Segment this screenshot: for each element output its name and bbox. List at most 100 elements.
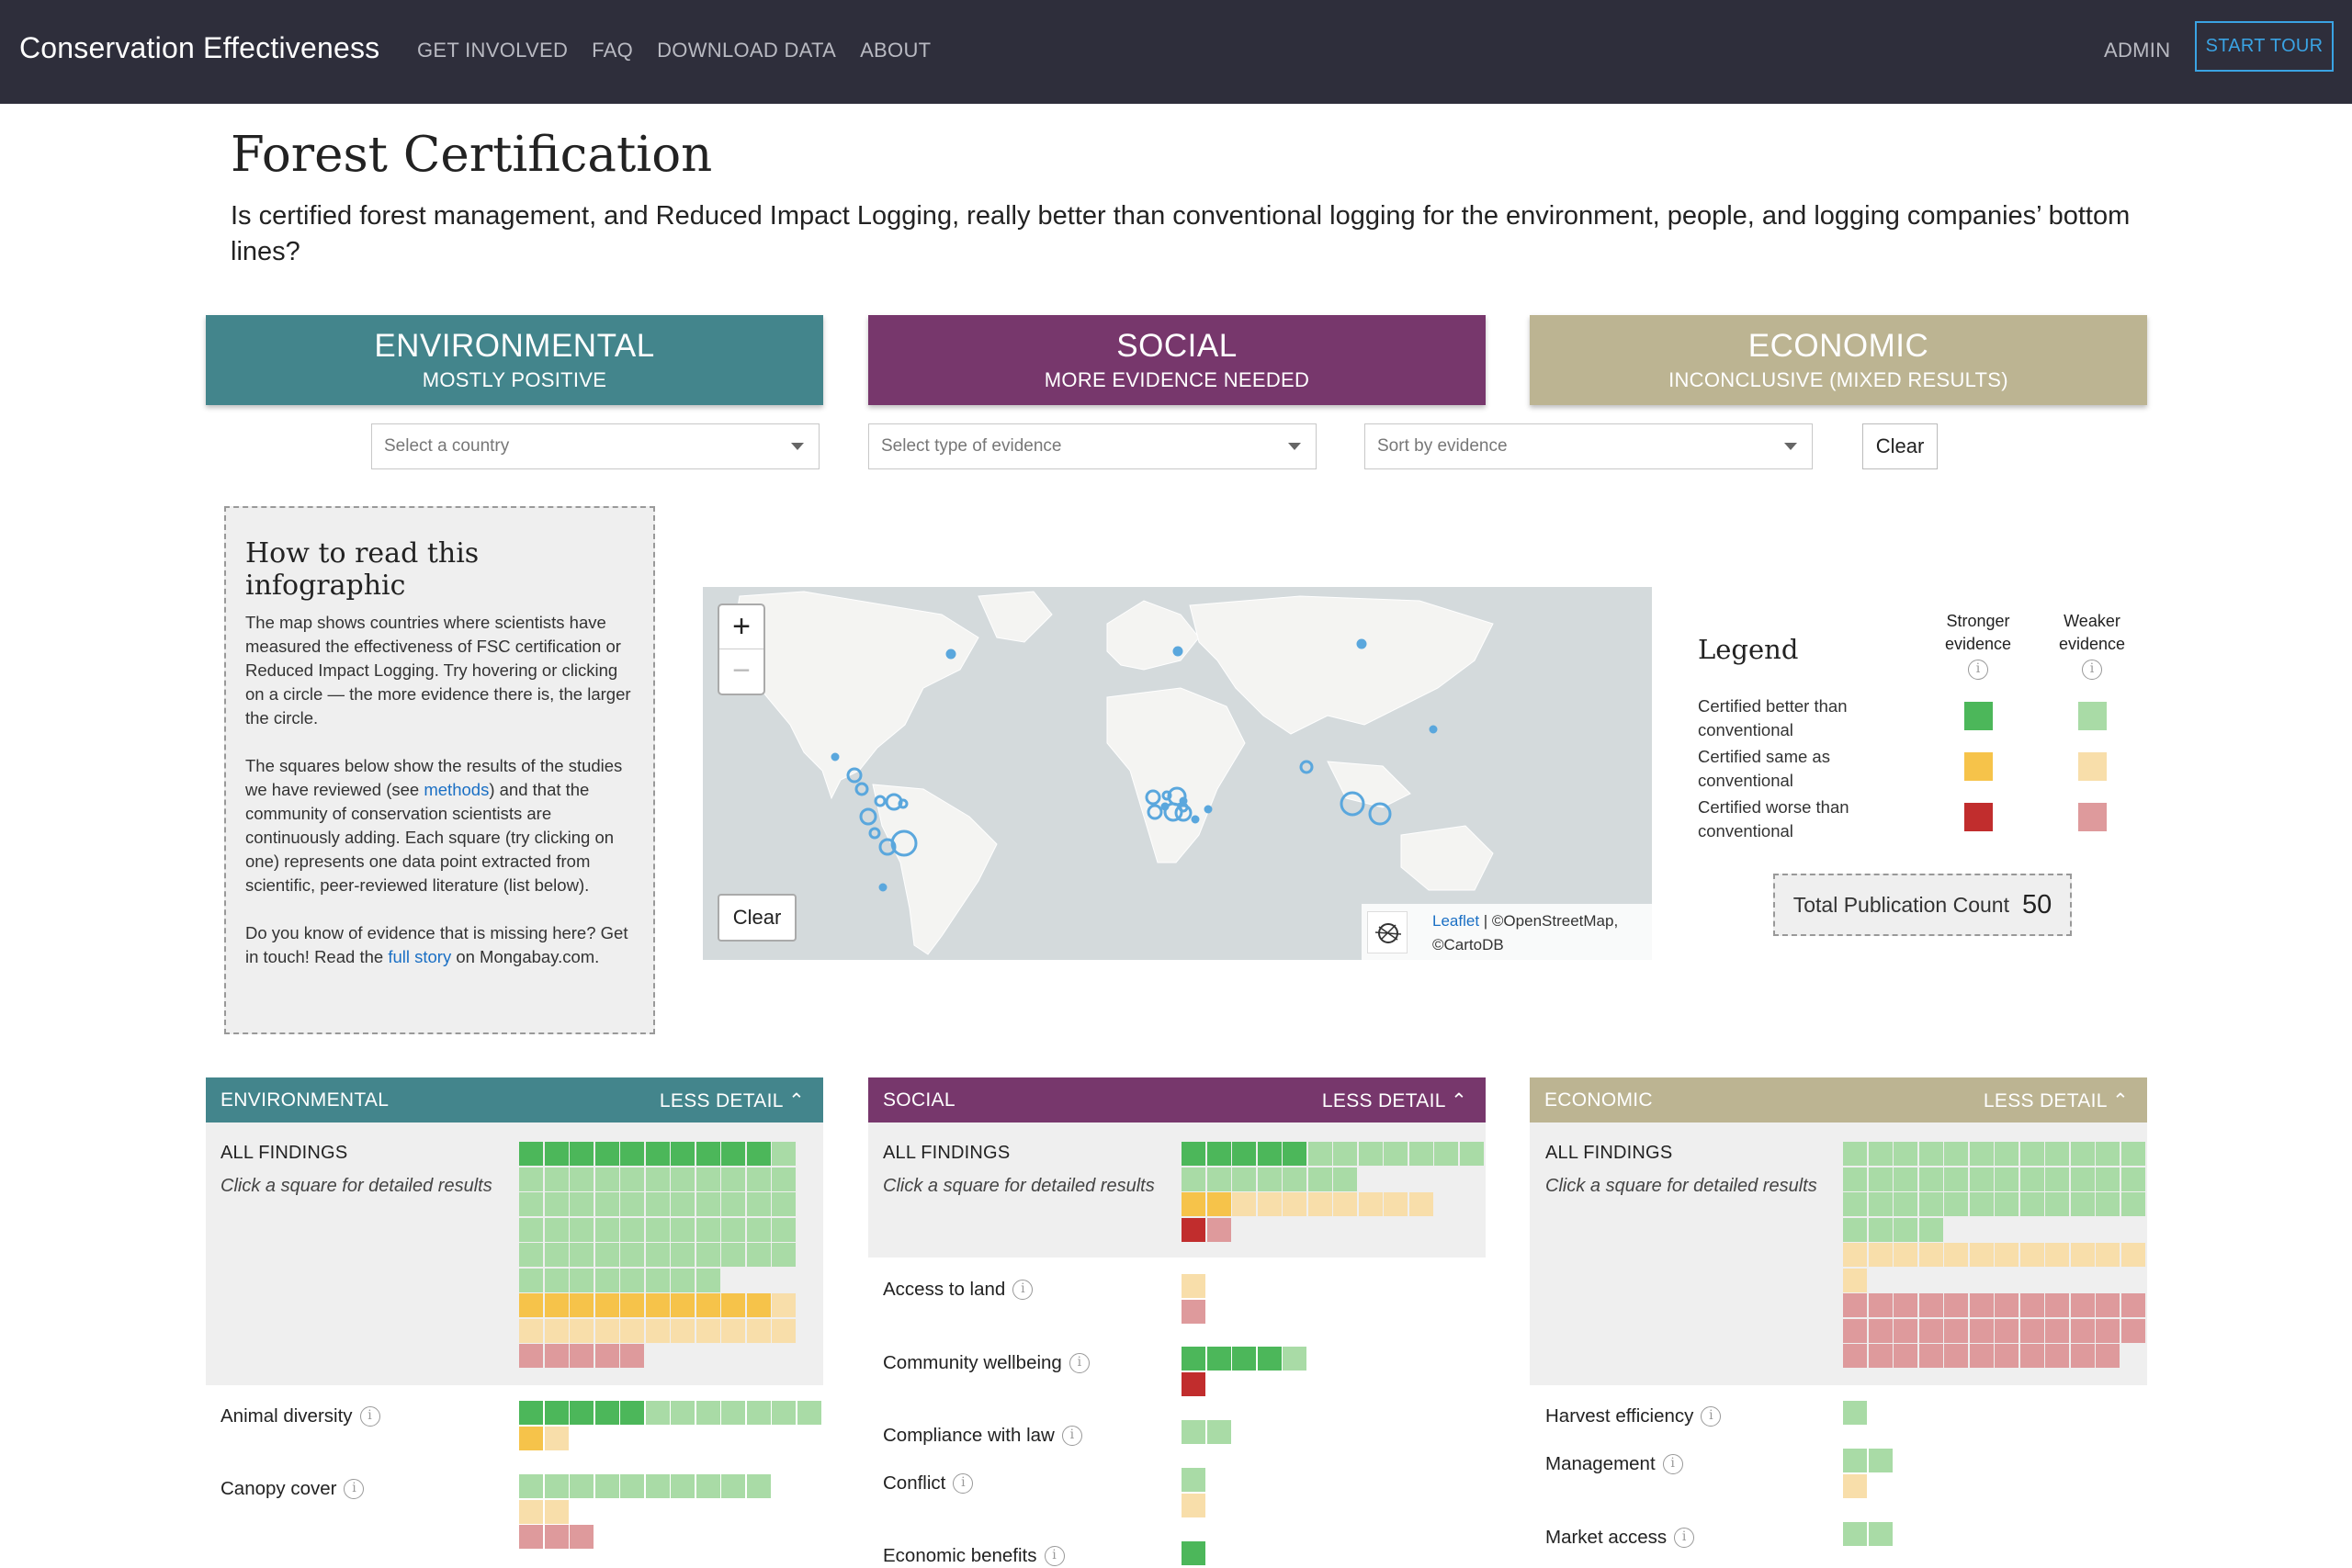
- evidence-square[interactable]: [645, 1474, 670, 1498]
- evidence-square[interactable]: [519, 1293, 543, 1317]
- evidence-square[interactable]: [1969, 1192, 1994, 1216]
- nav-admin[interactable]: ADMIN: [2104, 39, 2171, 62]
- evidence-square[interactable]: [1283, 1167, 1306, 1191]
- evidence-square[interactable]: [1333, 1142, 1357, 1166]
- evidence-square[interactable]: [1333, 1167, 1357, 1191]
- evidence-square[interactable]: [570, 1318, 594, 1343]
- evidence-square[interactable]: [1182, 1347, 1205, 1371]
- evidence-square[interactable]: [746, 1318, 771, 1343]
- evidence-square[interactable]: [620, 1217, 644, 1242]
- evidence-square[interactable]: [1843, 1449, 1867, 1472]
- evidence-square[interactable]: [570, 1167, 594, 1191]
- evidence-square[interactable]: [594, 1142, 619, 1166]
- evidence-square[interactable]: [645, 1318, 670, 1343]
- outcome-canopy-cover[interactable]: Canopy cover i: [220, 1478, 365, 1500]
- evidence-square[interactable]: [695, 1474, 720, 1498]
- outcome-animal-diversity[interactable]: Animal diversity i: [220, 1405, 380, 1427]
- evidence-square[interactable]: [519, 1499, 543, 1524]
- evidence-square[interactable]: [570, 1401, 594, 1425]
- evidence-square[interactable]: [544, 1401, 569, 1425]
- evidence-square[interactable]: [2070, 1142, 2095, 1166]
- evidence-square[interactable]: [1358, 1142, 1383, 1166]
- evidence-square[interactable]: [671, 1293, 695, 1317]
- evidence-square[interactable]: [2045, 1142, 2069, 1166]
- evidence-square[interactable]: [544, 1217, 569, 1242]
- full-story-link[interactable]: full story: [388, 947, 452, 966]
- evidence-square[interactable]: [2045, 1344, 2069, 1368]
- evidence-square[interactable]: [2070, 1318, 2095, 1343]
- evidence-square[interactable]: [721, 1243, 745, 1267]
- evidence-square[interactable]: [1182, 1468, 1205, 1492]
- evidence-square[interactable]: [570, 1344, 594, 1368]
- evidence-square[interactable]: [772, 1192, 796, 1216]
- evidence-square[interactable]: [1206, 1217, 1231, 1242]
- evidence-square[interactable]: [645, 1167, 670, 1191]
- evidence-square[interactable]: [721, 1192, 745, 1216]
- evidence-square[interactable]: [570, 1217, 594, 1242]
- world-map[interactable]: + − Clear Leaflet | ©OpenStreetMap, ©Car…: [703, 587, 1652, 960]
- evidence-square[interactable]: [1843, 1401, 1867, 1425]
- evidence-square[interactable]: [1969, 1318, 1994, 1343]
- evidence-square[interactable]: [620, 1401, 644, 1425]
- nav-about[interactable]: ABOUT: [860, 39, 932, 62]
- evidence-square[interactable]: [797, 1401, 821, 1425]
- evidence-square[interactable]: [570, 1268, 594, 1292]
- evidence-square[interactable]: [1408, 1192, 1433, 1216]
- evidence-square[interactable]: [519, 1318, 543, 1343]
- less-detail-toggle[interactable]: LESS DETAIL ⌃: [660, 1089, 805, 1112]
- methods-link[interactable]: methods: [424, 780, 490, 799]
- evidence-square[interactable]: [671, 1318, 695, 1343]
- evidence-square[interactable]: [1182, 1371, 1205, 1396]
- evidence-square[interactable]: [544, 1426, 569, 1450]
- evidence-square[interactable]: [594, 1344, 619, 1368]
- evidence-square[interactable]: [695, 1318, 720, 1343]
- outcome-harvest-efficiency[interactable]: Harvest efficiency i: [1545, 1405, 1722, 1427]
- evidence-square[interactable]: [2019, 1243, 2044, 1267]
- evidence-square[interactable]: [519, 1268, 543, 1292]
- evidence-square[interactable]: [671, 1167, 695, 1191]
- evidence-square[interactable]: [2096, 1293, 2120, 1317]
- evidence-square[interactable]: [695, 1401, 720, 1425]
- evidence-square[interactable]: [1894, 1167, 1917, 1191]
- evidence-square[interactable]: [1843, 1318, 1867, 1343]
- evidence-square[interactable]: [1868, 1293, 1893, 1317]
- evidence-square[interactable]: [2070, 1192, 2095, 1216]
- evidence-square[interactable]: [570, 1293, 594, 1317]
- evidence-square[interactable]: [1843, 1344, 1867, 1368]
- evidence-square[interactable]: [519, 1192, 543, 1216]
- evidence-square[interactable]: [2019, 1293, 2044, 1317]
- evidence-square[interactable]: [1307, 1192, 1332, 1216]
- evidence-square[interactable]: [620, 1192, 644, 1216]
- evidence-square[interactable]: [544, 1243, 569, 1267]
- evidence-square[interactable]: [1307, 1167, 1332, 1191]
- evidence-square[interactable]: [2045, 1318, 2069, 1343]
- evidence-square[interactable]: [2120, 1192, 2145, 1216]
- evidence-square[interactable]: [1434, 1142, 1458, 1166]
- evidence-square[interactable]: [1843, 1167, 1867, 1191]
- evidence-square[interactable]: [519, 1167, 543, 1191]
- sort-select[interactable]: Sort by evidence: [1364, 423, 1813, 469]
- evidence-square[interactable]: [1995, 1192, 2018, 1216]
- evidence-square[interactable]: [1995, 1167, 2018, 1191]
- evidence-square[interactable]: [570, 1525, 594, 1549]
- evidence-square[interactable]: [2070, 1167, 2095, 1191]
- evidence-square[interactable]: [620, 1344, 644, 1368]
- evidence-square[interactable]: [620, 1268, 644, 1292]
- evidence-square[interactable]: [1182, 1541, 1205, 1565]
- evidence-square[interactable]: [1995, 1344, 2018, 1368]
- evidence-square[interactable]: [1182, 1167, 1205, 1191]
- evidence-square[interactable]: [2019, 1167, 2044, 1191]
- evidence-square[interactable]: [746, 1192, 771, 1216]
- info-icon[interactable]: i: [1968, 660, 1988, 680]
- evidence-square[interactable]: [1894, 1217, 1917, 1242]
- evidence-square[interactable]: [671, 1401, 695, 1425]
- evidence-square[interactable]: [1868, 1192, 1893, 1216]
- evidence-square[interactable]: [1182, 1217, 1205, 1242]
- evidence-square[interactable]: [519, 1217, 543, 1242]
- evidence-square[interactable]: [620, 1474, 644, 1498]
- evidence-square[interactable]: [1868, 1522, 1893, 1546]
- evidence-square[interactable]: [671, 1142, 695, 1166]
- info-icon[interactable]: i: [1044, 1546, 1065, 1566]
- evidence-square[interactable]: [1182, 1274, 1205, 1298]
- evidence-square[interactable]: [2019, 1318, 2044, 1343]
